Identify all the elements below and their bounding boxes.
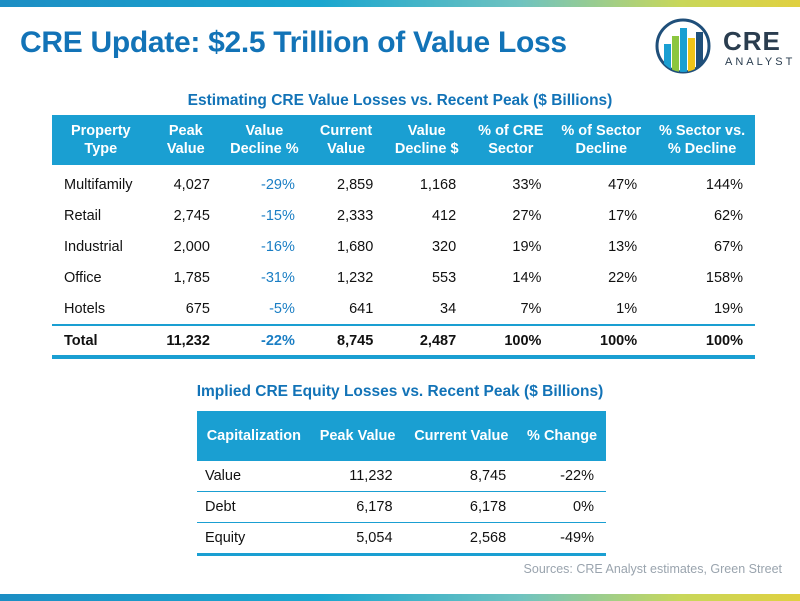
table-row: Office 1,785 -31% 1,232 553 14% 22% 158% [52, 262, 755, 293]
column-header: Capitalization [197, 411, 311, 461]
column-header: % of Sector Decline [553, 115, 650, 165]
table-row: Debt 6,178 6,178 0% [197, 491, 606, 523]
table-cell: 100% [553, 324, 650, 359]
table-cell: 1,785 [173, 269, 210, 286]
table-cell: 17% [608, 207, 638, 224]
table-cell: 47% [608, 176, 638, 193]
table-cell: 1,232 [337, 269, 374, 286]
table-cell: Industrial [64, 238, 123, 255]
table-cell: 14% [512, 269, 542, 286]
table-cell: 62% [713, 207, 743, 224]
table-cell: -22% [221, 324, 307, 359]
table-cell: 8,745 [306, 324, 386, 359]
equity-losses-table: Capitalization Peak Value Current Value … [197, 411, 606, 556]
column-header: Property Type [52, 115, 150, 165]
table-cell: 2,745 [173, 207, 210, 224]
table-cell: Retail [64, 207, 102, 224]
column-header: % Change [518, 411, 606, 461]
table-cell: -15% [261, 207, 295, 224]
table-cell: 22% [608, 269, 638, 286]
column-header: % Sector vs. % Decline [649, 115, 755, 165]
table-cell: 675 [185, 300, 210, 317]
table-cell: 2,333 [337, 207, 374, 224]
table-cell: -16% [261, 238, 295, 255]
table-cell: -5% [269, 300, 295, 317]
column-header: Value Decline $ [385, 115, 469, 165]
table-cell: 1,680 [337, 238, 374, 255]
table-cell: 144% [705, 176, 743, 193]
top-accent-stripe [0, 0, 800, 7]
table-cell: 19% [512, 238, 542, 255]
logo-name: CRE [723, 26, 781, 56]
table-cell: 5,054 [310, 522, 405, 556]
table-cell: 100% [468, 324, 554, 359]
table-row: Industrial 2,000 -16% 1,680 320 19% 13% … [52, 231, 755, 262]
table-cell: -31% [261, 269, 295, 286]
column-header: % of CRE Sector [468, 115, 554, 165]
table-cell: 1% [616, 300, 638, 317]
column-header: Value Decline % [221, 115, 307, 165]
table-cell: -29% [261, 176, 295, 193]
table-cell: 34 [440, 300, 457, 317]
table-cell: 27% [512, 207, 542, 224]
bottom-accent-stripe [0, 594, 800, 601]
table-cell: 8,745 [469, 468, 507, 484]
table-cell: -22% [560, 468, 594, 484]
table-row: Retail 2,745 -15% 2,333 412 27% 17% 62% [52, 200, 755, 231]
table-row: Multifamily 4,027 -29% 2,859 1,168 33% 4… [52, 165, 755, 200]
table-cell: 553 [431, 269, 457, 286]
table-row: Hotels 675 -5% 641 34 7% 1% 19% [52, 293, 755, 325]
table-cell: Total [52, 324, 150, 359]
table-cell: 641 [349, 300, 374, 317]
table-cell: Office [64, 269, 102, 286]
table-cell: Multifamily [64, 176, 133, 193]
table-cell: 0% [518, 491, 606, 523]
table-cell: Debt [197, 491, 311, 523]
source-note: Sources: CRE Analyst estimates, Green St… [523, 562, 782, 576]
table-header-row: Property Type Peak Value Value Decline %… [52, 115, 755, 165]
table-cell: 13% [608, 238, 638, 255]
table-cell: 11,232 [349, 468, 393, 484]
table-cell: 67% [713, 238, 743, 255]
column-header: Peak Value [310, 411, 405, 461]
equity-table-title: Implied CRE Equity Losses vs. Recent Pea… [196, 383, 604, 400]
cre-analyst-logo-icon [655, 18, 711, 74]
table-cell: 320 [431, 238, 457, 255]
table-cell: 2,568 [404, 522, 519, 556]
column-header: Current Value [306, 115, 386, 165]
table-cell: 33% [512, 176, 542, 193]
total-row: Total 11,232 -22% 8,745 2,487 100% 100% … [52, 324, 755, 359]
logo: CRE ANALYST [655, 18, 795, 74]
table-cell: Hotels [64, 300, 106, 317]
logo-subtitle: ANALYST [725, 56, 796, 68]
main-table-title: Estimating CRE Value Losses vs. Recent P… [187, 92, 613, 109]
page-title: CRE Update: $2.5 Trillion of Value Loss [20, 26, 567, 59]
table-cell: 100% [649, 324, 755, 359]
table-cell: 7% [520, 300, 542, 317]
table-cell: 1,168 [419, 176, 457, 193]
table-cell: 6,178 [310, 491, 405, 523]
table-row: Value 11,232 8,745 -22% [197, 461, 606, 492]
table-cell: 2,859 [337, 176, 374, 193]
table-cell: 11,232 [149, 324, 222, 359]
table-cell: 2,000 [173, 238, 210, 255]
table-cell: Value [205, 468, 242, 484]
table-cell: 412 [431, 207, 457, 224]
column-header: Peak Value [149, 115, 222, 165]
table-cell: 19% [713, 300, 743, 317]
table-cell: 2,487 [385, 324, 469, 359]
table-cell: 6,178 [404, 491, 519, 523]
table-cell: -49% [518, 522, 606, 556]
table-row: Equity 5,054 2,568 -49% [197, 522, 606, 556]
value-losses-table: Property Type Peak Value Value Decline %… [52, 115, 755, 359]
table-cell: 4,027 [173, 176, 210, 193]
column-header: Current Value [404, 411, 519, 461]
table-cell: Equity [197, 522, 311, 556]
table-cell: 158% [705, 269, 743, 286]
table-header-row: Capitalization Peak Value Current Value … [197, 411, 606, 461]
